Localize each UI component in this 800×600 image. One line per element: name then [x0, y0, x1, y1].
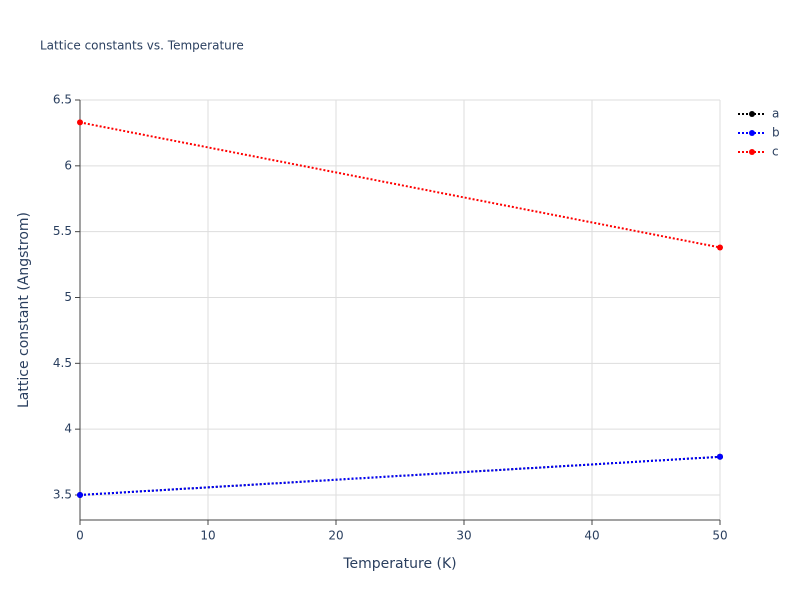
marker — [77, 491, 83, 498]
chart-title: Lattice constants vs. Temperature — [40, 39, 244, 53]
line — [79, 455, 721, 496]
y-axis-label: Lattice constant (Angstrom) — [16, 212, 32, 408]
x-tick-label: 30 — [456, 529, 471, 543]
marker — [717, 244, 723, 251]
legend-marker — [749, 111, 755, 117]
y-tick-label: 5.5 — [53, 224, 72, 238]
x-tick-label: 50 — [712, 529, 727, 543]
line — [79, 121, 721, 249]
x-tick-label: 20 — [328, 529, 343, 543]
y-tick-label: 5 — [64, 290, 72, 304]
marker — [77, 119, 83, 126]
legend-marker — [749, 130, 755, 136]
marker — [717, 453, 723, 460]
x-tick-label: 10 — [200, 529, 215, 543]
legend-marker — [749, 149, 755, 155]
y-tick-label: 4.5 — [53, 356, 72, 370]
legend-label: a — [772, 107, 779, 121]
y-tick-label: 4 — [64, 422, 72, 436]
x-axis-label: Temperature (K) — [342, 556, 456, 572]
legend-label: b — [772, 126, 780, 140]
y-tick-label: 6 — [64, 158, 72, 172]
legend-label: c — [772, 145, 779, 159]
x-tick-label: 0 — [76, 529, 84, 543]
x-tick-label: 40 — [584, 529, 599, 543]
y-tick-label: 3.5 — [53, 487, 72, 501]
y-tick-label: 6.5 — [53, 93, 72, 107]
